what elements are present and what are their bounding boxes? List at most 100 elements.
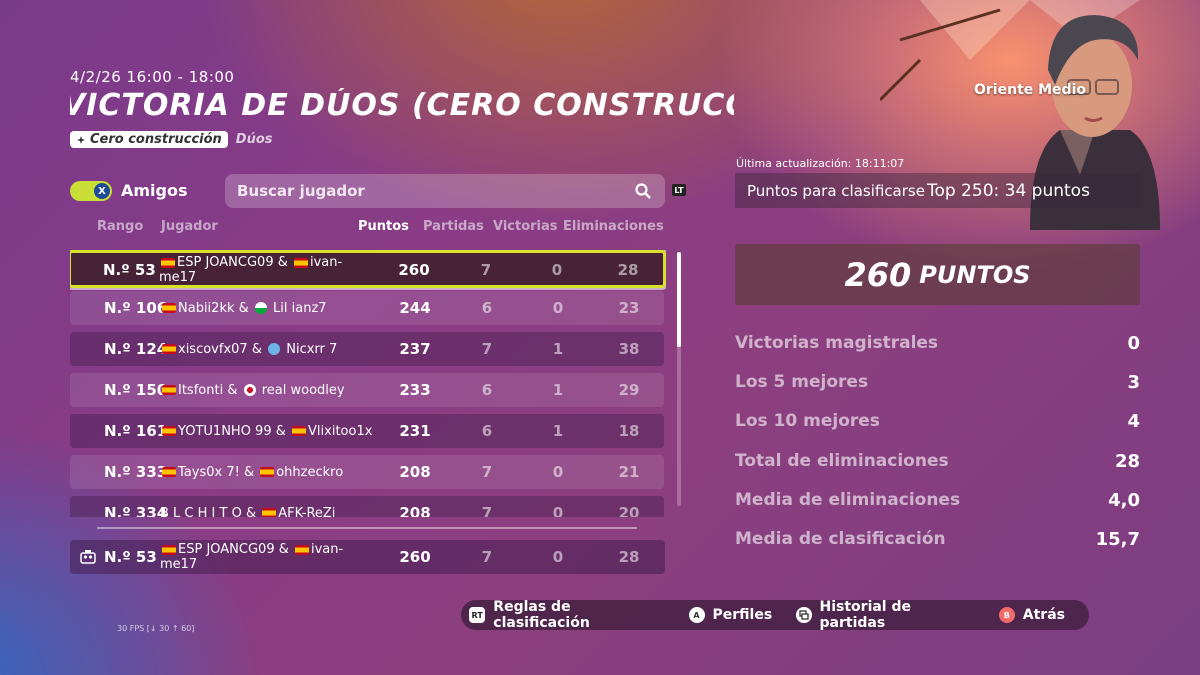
qualify-label: Puntos para clasificarse: [747, 181, 925, 200]
search-bar[interactable]: [225, 174, 665, 208]
table-row[interactable]: N.º 334 B L C H I T O & AFK-ReZi 208 7 0…: [70, 496, 664, 517]
row-games: 7: [481, 504, 493, 517]
profiles-button[interactable]: A Perfiles: [688, 607, 772, 623]
row-players: Tays0x 7! & ohhzeckro: [160, 455, 375, 489]
stat-label: Los 5 mejores: [735, 372, 869, 392]
col-header-games[interactable]: Partidas: [423, 219, 484, 234]
total-points-box: 260 PUNTOS: [735, 244, 1140, 305]
row-rank: N.º 53: [103, 261, 156, 279]
stat-row: Media de eliminaciones 4,0: [735, 486, 1140, 514]
row-elims: 21: [618, 463, 640, 481]
row-elims: 18: [618, 422, 640, 440]
my-rank: N.º 53: [104, 548, 157, 566]
wales-flag-icon: [254, 302, 267, 314]
row-players: Itsfonti & real woodley: [160, 373, 375, 407]
fps-counter: 30 FPS [↓ 30 ↑ 60]: [117, 624, 195, 633]
row-players: xiscovfx07 & Nicxrr 7: [160, 332, 375, 366]
my-elims: 28: [618, 548, 640, 566]
mode-row: Cero construcción Dúos: [70, 131, 273, 148]
my-team-row[interactable]: N.º 53 ESP JOANCG09 & ivan-me17 260 7 0 …: [70, 540, 665, 574]
x-button-icon: X: [94, 183, 110, 199]
region-label: Oriente Medio: [974, 82, 1086, 98]
qualify-box: Puntos para clasificarse Top 250: 34 pun…: [735, 173, 1140, 208]
stat-label: Media de eliminaciones: [735, 490, 961, 510]
search-input[interactable]: [225, 181, 619, 201]
spain-flag-icon: [162, 385, 176, 395]
back-label: Atrás: [1022, 607, 1065, 623]
leaderboard-scrollbar[interactable]: [677, 252, 681, 506]
row-elims: 23: [618, 299, 640, 317]
row-games: 6: [481, 299, 493, 317]
table-row[interactable]: N.º 150 Itsfonti & real woodley 233 6 1 …: [70, 373, 664, 407]
event-title-container: VICTORIA DE DÚOS (CERO CONSTRUCCIÓN): [70, 88, 734, 128]
rt-button-icon: RT: [469, 607, 486, 623]
scrollbar-thumb[interactable]: [677, 252, 681, 347]
character-portrait: [880, 0, 1160, 230]
view-button-icon: [796, 607, 812, 623]
col-header-wins[interactable]: Victorias: [493, 219, 558, 234]
row-wins: 0: [552, 463, 564, 481]
spain-flag-icon: [162, 344, 176, 354]
total-points-label: PUNTOS: [919, 260, 1031, 289]
row-points: 208: [399, 504, 431, 517]
row-players: B L C H I T O & AFK-ReZi: [160, 505, 336, 517]
spain-flag-icon: [260, 467, 275, 477]
row-wins: 1: [552, 422, 564, 440]
stat-row: Total de eliminaciones 28: [735, 447, 1140, 475]
table-row[interactable]: N.º 106 Nabii2kk & Lil ianz7 244 6 0 23: [70, 291, 664, 325]
spain-flag-icon: [161, 257, 175, 268]
col-header-points[interactable]: Puntos: [358, 219, 409, 234]
spain-flag-icon: [295, 544, 309, 555]
table-row[interactable]: N.º 53 ESP JOANCG09 & ivan-me17 260 7 0 …: [70, 250, 666, 288]
row-games: 6: [481, 422, 493, 440]
col-header-player: Jugador: [161, 219, 218, 234]
row-wins: 0: [551, 261, 563, 279]
mode-subtitle: Dúos: [235, 132, 273, 147]
stat-label: Los 10 mejores: [735, 411, 880, 431]
event-title: VICTORIA DE DÚOS (CERO CONSTRUCCIÓN): [70, 88, 734, 123]
col-header-rank: Rango: [97, 219, 144, 234]
leaderboard-rules-button[interactable]: RT Reglas de clasificación: [469, 599, 665, 631]
controls-bar: RT Reglas de clasificación A Perfiles Hi…: [461, 599, 1089, 631]
row-games: 7: [481, 340, 493, 358]
row-wins: 0: [552, 299, 564, 317]
a-button-icon: A: [688, 607, 705, 623]
stat-value: 15,7: [1095, 528, 1140, 550]
lt-button-icon: LT: [672, 184, 686, 196]
scotland-flag-icon: [268, 343, 281, 355]
leaderboard-list[interactable]: N.º 53 ESP JOANCG09 & ivan-me17 260 7 0 …: [70, 250, 666, 517]
total-points-value: 260: [844, 255, 912, 294]
my-players: ESP JOANCG09 & ivan-me17: [160, 542, 344, 572]
back-button[interactable]: B Atrás: [998, 607, 1065, 623]
search-icon[interactable]: [635, 183, 651, 199]
stat-row: Los 10 mejores 4: [735, 407, 1140, 435]
col-header-elims[interactable]: Eliminaciones: [563, 219, 664, 234]
table-row[interactable]: N.º 124 xiscovfx07 & Nicxrr 7 237 7 1 38: [70, 332, 664, 366]
stat-label: Victorias magistrales: [735, 333, 939, 353]
row-games: 6: [481, 381, 493, 399]
row-rank: N.º 106: [104, 299, 168, 317]
divider: [97, 527, 637, 529]
stat-row: Los 5 mejores 3: [735, 368, 1140, 396]
row-elims: 29: [618, 381, 640, 399]
row-points: 208: [399, 463, 431, 481]
event-date-range: 4/2/26 16:00 - 18:00: [70, 68, 235, 86]
row-players: Nabii2kk & Lil ianz7: [160, 291, 375, 325]
row-points: 244: [399, 299, 431, 317]
row-rank: N.º 333: [104, 463, 168, 481]
match-history-button[interactable]: Historial de partidas: [796, 599, 975, 631]
stat-value: 4,0: [1108, 489, 1140, 511]
friends-toggle[interactable]: X: [70, 181, 112, 201]
row-players: YOTU1NHO 99 & Vlixitoo1x: [160, 414, 375, 448]
table-row[interactable]: N.º 333 Tays0x 7! & ohhzeckro 208 7 0 21: [70, 455, 664, 489]
row-games: 7: [480, 261, 492, 279]
spain-flag-icon: [162, 303, 176, 313]
team-icon: [80, 550, 96, 564]
stat-row: Victorias magistrales 0: [735, 329, 1140, 357]
row-points: 260: [398, 261, 430, 279]
table-row[interactable]: N.º 161 YOTU1NHO 99 & Vlixitoo1x 231 6 1…: [70, 414, 664, 448]
qualify-value: Top 250: 34 puntos: [926, 180, 1090, 201]
japan-flag-icon: [243, 384, 256, 396]
row-rank: N.º 124: [104, 340, 168, 358]
stat-label: Media de clasificación: [735, 529, 946, 549]
